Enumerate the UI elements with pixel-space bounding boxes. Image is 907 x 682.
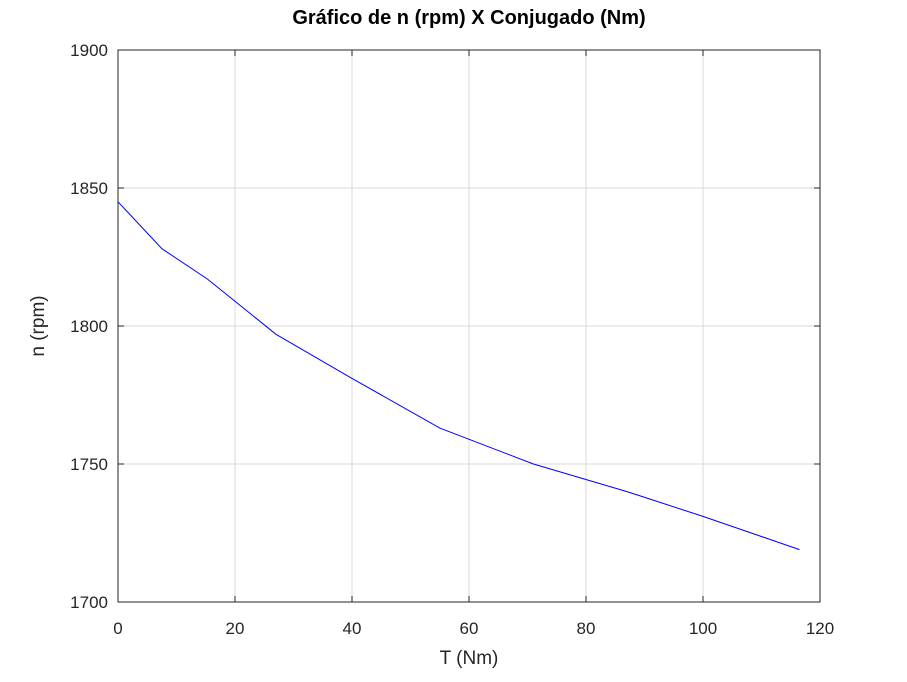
y-tick-label: 1750 [70, 455, 108, 474]
y-tick-label: 1700 [70, 593, 108, 612]
x-tick-label: 60 [460, 619, 479, 638]
y-axis-label: n (rpm) [28, 295, 49, 356]
y-tick-label: 1900 [70, 41, 108, 60]
x-tick-label: 120 [806, 619, 834, 638]
x-tick-label: 80 [577, 619, 596, 638]
x-tick-label: 0 [113, 619, 122, 638]
x-tick-label: 20 [226, 619, 245, 638]
chart-title: Gráfico de n (rpm) X Conjugado (Nm) [292, 7, 645, 29]
x-tick-label: 40 [343, 619, 362, 638]
series-layer [117, 201, 800, 551]
x-tick-label: 100 [689, 619, 717, 638]
y-tick-label: 1850 [70, 179, 108, 198]
x-axis-label: T (Nm) [440, 648, 499, 669]
plot-area: 0 20 40 60 80 100 120 1700 1750 1800 1850 1900 [70, 41, 834, 638]
series-line [117, 201, 800, 551]
ticks: 0 20 40 60 80 100 120 1700 1750 1800 1850 1900 [70, 41, 834, 638]
y-tick-label: 1800 [70, 317, 108, 336]
